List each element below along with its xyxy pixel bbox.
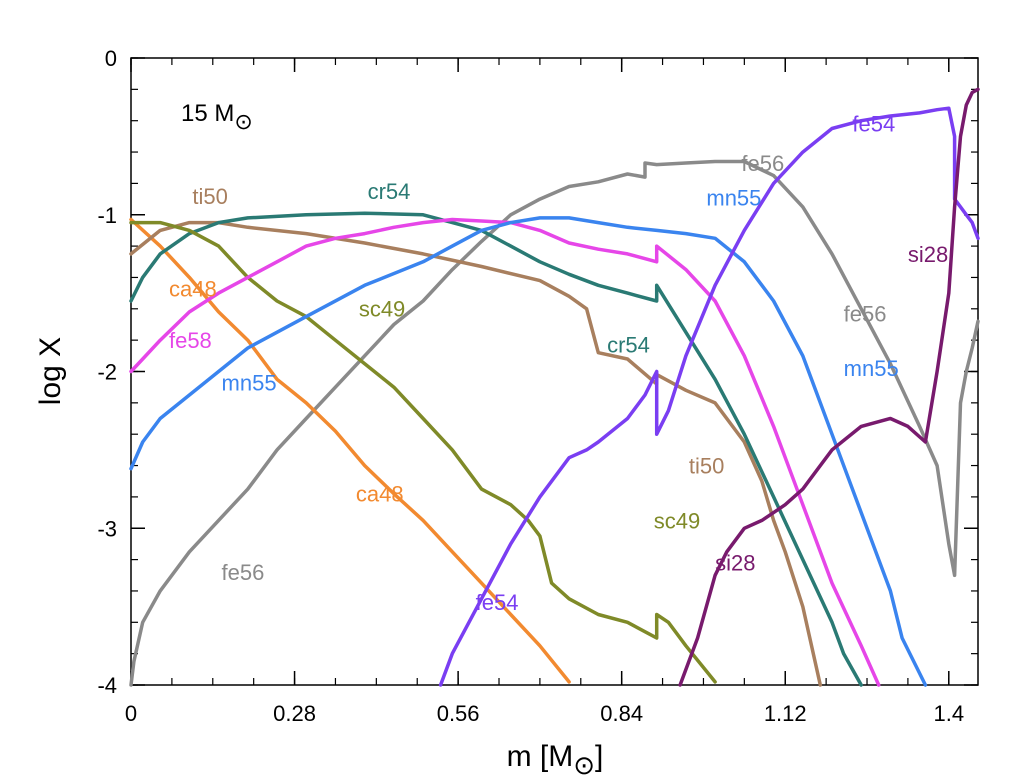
y-tick-label: -1	[97, 203, 117, 228]
x-tick-label: 0.84	[600, 701, 643, 726]
annotation-mass: 15 M⊙	[181, 100, 253, 134]
series-label-ca48: ca48	[169, 276, 217, 301]
series-line-fe56	[129, 159, 980, 687]
series-label-ti50: ti50	[689, 453, 724, 478]
series-label-mn55: mn55	[844, 356, 899, 381]
data-series	[129, 87, 980, 687]
series-label-fe54: fe54	[852, 112, 895, 137]
x-axis-title: m [M⊙]	[507, 740, 604, 780]
sun-symbol: ⊙	[573, 750, 595, 780]
series-label-fe56: fe56	[844, 301, 887, 326]
series-labels: fe56 fe56 fe56 ca48 ca48 ti50 ti50 cr54 cr54 sc49…	[169, 112, 948, 615]
y-tick-label: 0	[105, 46, 117, 71]
series-label-fe58: fe58	[169, 328, 212, 353]
series-line-ti50	[129, 220, 823, 687]
series-label-cr54: cr54	[368, 179, 411, 204]
series-label-sc49: sc49	[359, 297, 405, 322]
series-line-mn55	[129, 216, 928, 687]
series-label-fe54: fe54	[476, 590, 519, 615]
series-label-si28: si28	[908, 242, 948, 267]
series-label-ti50: ti50	[192, 184, 227, 209]
series-line-cr54	[129, 211, 863, 687]
series-line-fe54	[438, 106, 980, 687]
series-label-fe56: fe56	[222, 560, 265, 585]
series-label-mn55: mn55	[222, 370, 277, 395]
axis-ticks	[130, 57, 978, 686]
x-tick-label: 0.56	[437, 701, 480, 726]
series-line-ca48	[129, 217, 571, 684]
x-tick-label: 1.12	[764, 701, 807, 726]
series-label-ca48: ca48	[356, 482, 404, 507]
x-tick-label: 0	[125, 701, 137, 726]
y-axis-title: log X	[34, 337, 67, 405]
x-tick-label: 0.28	[273, 701, 316, 726]
y-tick-label: -2	[97, 360, 117, 385]
x-tick-label: 1.4	[933, 701, 964, 726]
series-label-cr54: cr54	[607, 333, 650, 358]
series-label-fe56: fe56	[741, 151, 784, 176]
y-tick-label: -4	[97, 673, 117, 698]
series-label-si28: si28	[715, 551, 755, 576]
y-tick-label: -3	[97, 516, 117, 541]
series-label-sc49: sc49	[654, 508, 700, 533]
axis-tick-labels: 0 0.28 0.56 0.84 1.12 1.4 0 -1 -2 -3 -4	[97, 46, 964, 726]
series-line-si28	[678, 87, 980, 687]
sun-symbol: ⊙	[234, 109, 252, 134]
series-label-mn55: mn55	[706, 185, 761, 210]
